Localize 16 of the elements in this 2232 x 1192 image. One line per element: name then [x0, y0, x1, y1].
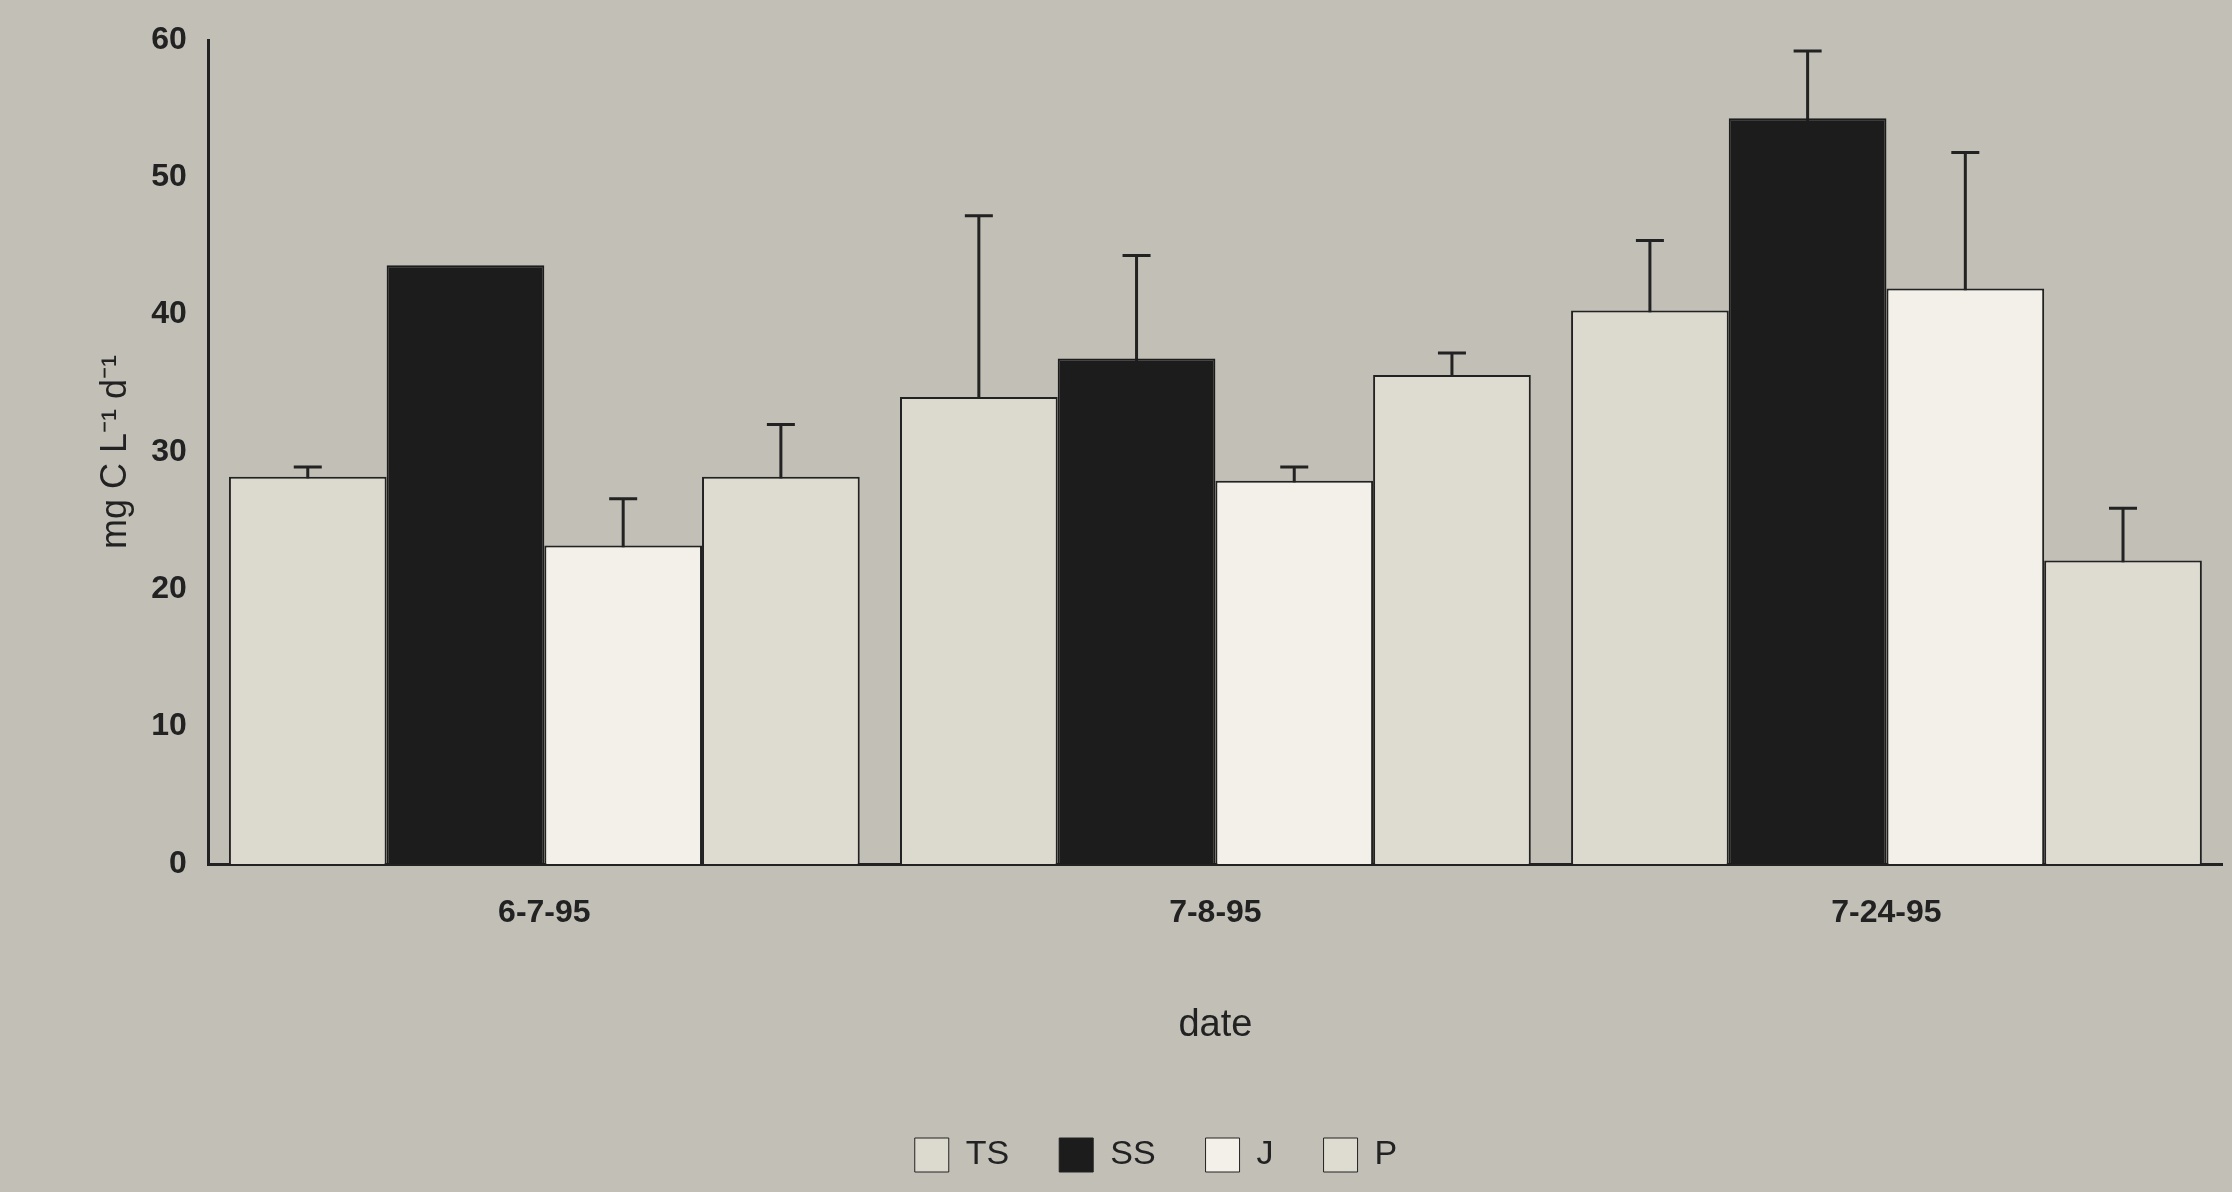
- x-tick-label: 7-24-95: [1831, 893, 1942, 930]
- y-tick-label: 50: [151, 157, 187, 194]
- x-tick-label: 7-8-95: [1169, 893, 1262, 930]
- y-axis-title: mg C L⁻¹ d⁻¹: [92, 354, 134, 550]
- legend-label: TS: [965, 1133, 1010, 1172]
- y-tick-label: 20: [151, 569, 187, 606]
- x-axis-title: date: [1178, 1001, 1253, 1044]
- legend-label: SS: [1110, 1133, 1156, 1172]
- y-tick-label: 0: [169, 843, 187, 880]
- y-tick-label: 60: [151, 19, 187, 56]
- y-tick-label: 40: [151, 294, 187, 331]
- y-tick-label: 10: [151, 706, 187, 743]
- x-tick-label: 6-7-95: [498, 893, 591, 930]
- legend-label: J: [1256, 1133, 1274, 1172]
- y-tick-label: 30: [151, 431, 187, 468]
- legend-label: P: [1374, 1133, 1398, 1172]
